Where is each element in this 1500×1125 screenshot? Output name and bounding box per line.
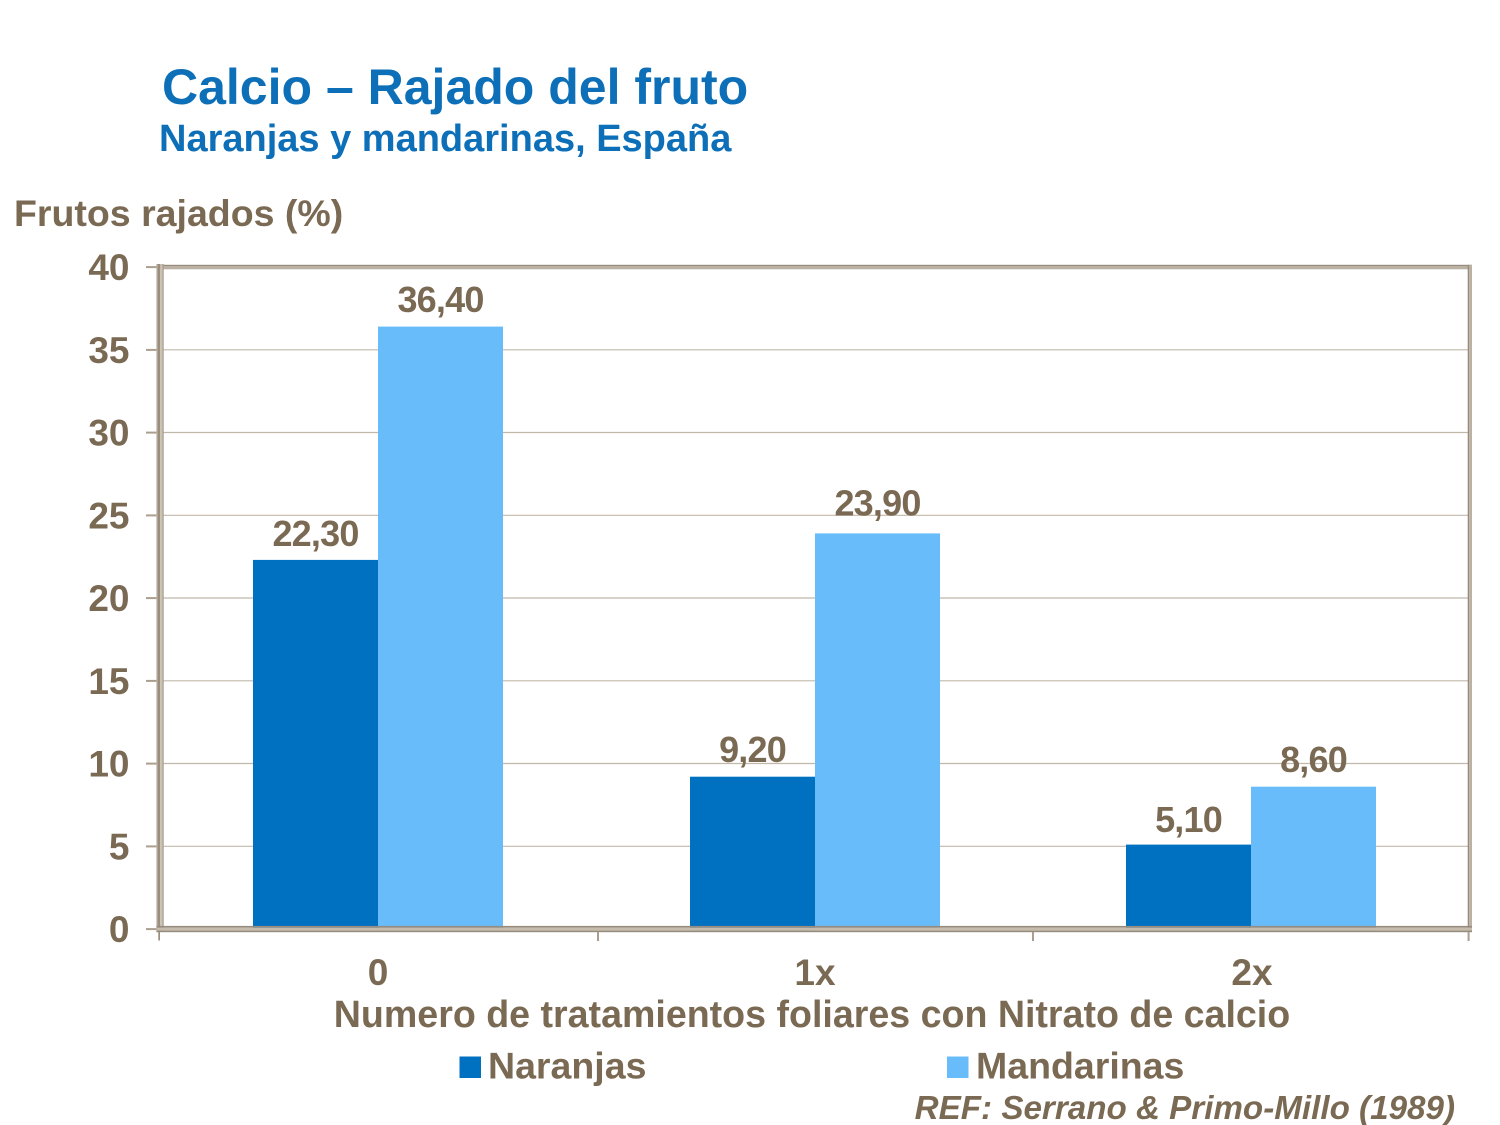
svg-text:10: 10: [88, 744, 129, 785]
svg-text:9,20: 9,20: [719, 729, 786, 770]
svg-text:Numero de tratamientos foliare: Numero de tratamientos foliares con Nitr…: [334, 993, 1290, 1035]
svg-text:36,40: 36,40: [397, 279, 483, 320]
svg-text:REF: Serrano & Primo-Millo (19: REF: Serrano & Primo-Millo (1989): [915, 1090, 1455, 1125]
svg-text:0: 0: [368, 952, 389, 993]
svg-text:Calcio – Rajado del fruto: Calcio – Rajado del fruto: [162, 59, 748, 115]
svg-text:Naranjas y mandarinas, España: Naranjas y mandarinas, España: [159, 118, 732, 160]
svg-text:2x: 2x: [1231, 952, 1273, 993]
svg-text:5,10: 5,10: [1155, 799, 1222, 840]
svg-text:30: 30: [88, 413, 129, 454]
svg-text:40: 40: [88, 247, 129, 288]
svg-text:20: 20: [88, 578, 129, 619]
svg-text:Frutos rajados (%): Frutos rajados (%): [14, 192, 343, 234]
svg-text:1x: 1x: [794, 952, 836, 993]
svg-text:0: 0: [109, 909, 130, 950]
svg-text:5: 5: [109, 826, 130, 867]
svg-text:Mandarinas: Mandarinas: [976, 1045, 1184, 1087]
svg-text:8,60: 8,60: [1280, 739, 1347, 780]
svg-text:23,90: 23,90: [834, 483, 920, 524]
svg-text:22,30: 22,30: [272, 513, 358, 554]
svg-text:15: 15: [88, 661, 129, 702]
svg-text:35: 35: [88, 330, 129, 371]
svg-text:Naranjas: Naranjas: [488, 1045, 646, 1087]
svg-text:25: 25: [88, 495, 129, 536]
